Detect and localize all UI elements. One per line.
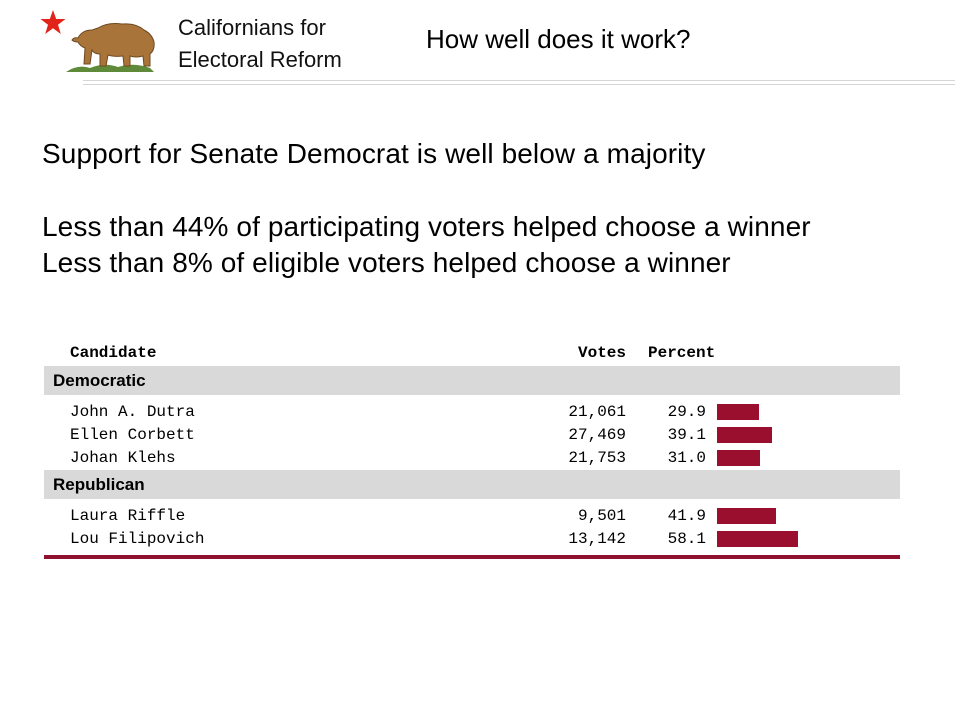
vote-count: 21,061: [568, 403, 626, 421]
vote-percent: 31.0: [667, 449, 706, 467]
party-header-republican: Republican: [44, 470, 900, 499]
results-groups: Democratic John A. Dutra 21,061 29.9 Ellen C…: [44, 366, 900, 551]
column-header-candidate: Candidate: [70, 344, 157, 362]
column-header-votes: Votes: [577, 344, 626, 362]
table-row: Laura Riffle 9,501 41.9: [44, 505, 900, 528]
bear-shape: [71, 23, 155, 67]
slide-title: How well does it work?: [426, 24, 691, 54]
vote-percent: 41.9: [667, 507, 706, 525]
party-label: Republican: [53, 475, 145, 494]
candidate-name: Laura Riffle: [70, 507, 186, 525]
vote-percent: 58.1: [667, 530, 706, 548]
vote-count: 21,753: [568, 449, 626, 467]
table-row: Ellen Corbett 27,469 39.1: [44, 424, 900, 447]
org-name-line2: Electoral Reform: [178, 47, 342, 72]
percent-bar: [717, 531, 798, 547]
vote-percent: 39.1: [667, 426, 706, 444]
party-label: Democratic: [53, 371, 146, 390]
body-line-eligible: Less than 8% of eligible voters helped c…: [42, 247, 731, 278]
vote-count: 13,142: [568, 530, 626, 548]
table-row: Johan Klehs 21,753 31.0: [44, 447, 900, 470]
election-results-table: Candidate Votes Percent Democratic John A…: [44, 342, 900, 559]
vote-count: 9,501: [577, 507, 626, 525]
header-divider: [83, 80, 955, 85]
column-header-percent: Percent: [648, 344, 716, 362]
percent-bar: [717, 450, 760, 466]
table-header-row: Candidate Votes Percent: [44, 342, 900, 366]
california-bear-logo: [40, 10, 155, 72]
candidate-name: Lou Filipovich: [70, 530, 205, 548]
body-line-participating: Less than 44% of participating voters he…: [42, 211, 811, 242]
grass-shape: [66, 64, 154, 72]
party-header-democratic: Democratic: [44, 366, 900, 395]
candidate-name: John A. Dutra: [70, 403, 195, 421]
candidate-name: Johan Klehs: [70, 449, 176, 467]
table-row: John A. Dutra 21,061 29.9: [44, 401, 900, 424]
vote-count: 27,469: [568, 426, 626, 444]
candidate-name: Ellen Corbett: [70, 426, 195, 444]
red-star-icon: [40, 10, 66, 34]
percent-bar: [717, 404, 759, 420]
vote-percent: 29.9: [667, 403, 706, 421]
percent-bar: [717, 427, 772, 443]
org-name-line1: Californians for: [178, 15, 326, 40]
table-bottom-rule: [44, 555, 900, 559]
organization-name: Californians for Electoral Reform: [178, 12, 342, 76]
percent-bar: [717, 508, 776, 524]
table-row: Lou Filipovich 13,142 58.1: [44, 528, 900, 551]
body-line-majority: Support for Senate Democrat is well belo…: [42, 138, 706, 169]
